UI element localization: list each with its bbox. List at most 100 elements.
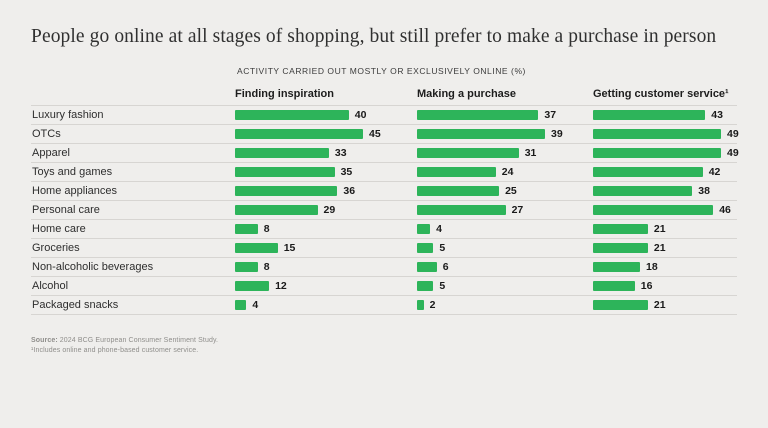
bar: [235, 262, 258, 272]
bar: [417, 300, 424, 310]
bar-cell: 36: [235, 185, 417, 197]
bar: [593, 281, 635, 291]
bar-value: 21: [653, 242, 666, 254]
bar-value: 31: [524, 147, 537, 159]
bar-value: 49: [727, 128, 739, 140]
bar-cell: 39: [417, 128, 593, 140]
bar: [593, 262, 640, 272]
bar-value: 27: [511, 204, 524, 216]
bar-cell: 16: [593, 280, 737, 292]
bar-value: 16: [640, 280, 653, 292]
bar: [593, 224, 648, 234]
table-row: Home care 8 4 21: [31, 220, 737, 239]
table-row: Luxury fashion 40 37 43: [31, 106, 737, 125]
row-label: Home appliances: [32, 185, 117, 197]
bar: [235, 205, 318, 215]
bar: [593, 167, 703, 177]
chart-title: People go online at all stages of shoppi…: [31, 26, 717, 47]
bar: [235, 281, 270, 291]
bar-cell: 38: [593, 185, 737, 197]
bar-cell: 46: [593, 204, 737, 216]
bar-value: 37: [544, 109, 557, 121]
bar-value: 8: [263, 261, 270, 273]
bar-value: 2: [429, 299, 436, 311]
bar-cell: 31: [417, 147, 593, 159]
table-row: OTCs 45 39 49: [31, 125, 739, 144]
table-row: Packaged snacks 4 2 21: [31, 296, 737, 315]
header-spacer: [31, 100, 235, 105]
table-row: Toys and games 35 24 42: [31, 163, 737, 182]
bar: [417, 167, 496, 177]
bar-value: 21: [653, 223, 666, 235]
bar-cell: 4: [417, 223, 593, 235]
chart-table: Finding inspiration Making a purchase Ge…: [31, 85, 739, 315]
table-row: Alcohol 12 5 16: [31, 277, 737, 296]
bar-cell: 21: [593, 299, 737, 311]
bar: [235, 300, 247, 310]
bar-cell: 8: [235, 223, 417, 235]
row-label: Groceries: [32, 242, 80, 254]
bar-value: 43: [711, 109, 723, 121]
bar: [593, 300, 648, 310]
bar-cell: 5: [417, 242, 593, 254]
bar-cell: 6: [417, 261, 593, 273]
bar: [593, 205, 714, 215]
bar-value: 45: [369, 128, 381, 140]
bar: [593, 148, 721, 158]
bar: [235, 110, 349, 120]
bar: [235, 129, 363, 139]
bar: [417, 262, 437, 272]
bar-value: 38: [698, 185, 710, 197]
bar-value: 29: [323, 204, 336, 216]
bar-value: 8: [263, 223, 270, 235]
bar-value: 15: [283, 242, 296, 254]
bar-cell: 2: [417, 299, 593, 311]
table-row: Groceries 15 5 21: [31, 239, 737, 258]
chart-subtitle: ACTIVITY CARRIED OUT MOSTLY OR EXCLUSIVE…: [237, 66, 526, 76]
bar-cell: 42: [593, 166, 737, 178]
bar-cell: 27: [417, 204, 593, 216]
table-row: Home appliances 36 25 38: [31, 182, 737, 201]
bar-cell: 40: [235, 109, 417, 121]
bar: [593, 110, 706, 120]
bar: [417, 148, 519, 158]
table-row: Personal care 29 27 46: [31, 201, 737, 220]
row-label: OTCs: [32, 128, 61, 140]
row-label: Apparel: [32, 147, 70, 159]
bar-value: 5: [439, 242, 446, 254]
bar: [235, 224, 258, 234]
bar-value: 25: [505, 185, 517, 197]
bar-value: 49: [727, 147, 739, 159]
row-label: Non-alcoholic beverages: [32, 261, 154, 273]
footnote-line: ¹Includes online and phone-based custome…: [31, 347, 199, 354]
bar: [235, 167, 335, 177]
source-label: Source:: [31, 337, 58, 344]
row-label: Alcohol: [32, 280, 69, 292]
bar-cell: 12: [235, 280, 417, 292]
bar: [593, 243, 648, 253]
bar-value: 24: [501, 166, 514, 178]
bar-cell: 21: [593, 242, 737, 254]
bar: [593, 186, 693, 196]
bar: [417, 129, 545, 139]
bar-value: 40: [354, 109, 367, 121]
bar-value: 36: [343, 185, 356, 197]
bar-cell: 8: [235, 261, 417, 273]
bar-cell: 45: [235, 128, 417, 140]
bar: [417, 186, 500, 196]
page: People go online at all stages of shoppi…: [0, 26, 768, 428]
bar: [235, 148, 329, 158]
bar-cell: 35: [235, 166, 417, 178]
row-label: Home care: [32, 223, 86, 235]
bar: [417, 281, 434, 291]
bar-value: 12: [275, 280, 287, 292]
bar-cell: 15: [235, 242, 417, 254]
row-label: Personal care: [32, 204, 100, 216]
column-header-making-a-purchase: Making a purchase: [417, 88, 517, 100]
bar: [417, 224, 431, 234]
row-label: Toys and games: [32, 166, 113, 178]
bar-cell: 29: [235, 204, 417, 216]
bar-value: 6: [442, 261, 449, 273]
bar-cell: 49: [593, 147, 739, 159]
bar-value: 42: [708, 166, 721, 178]
